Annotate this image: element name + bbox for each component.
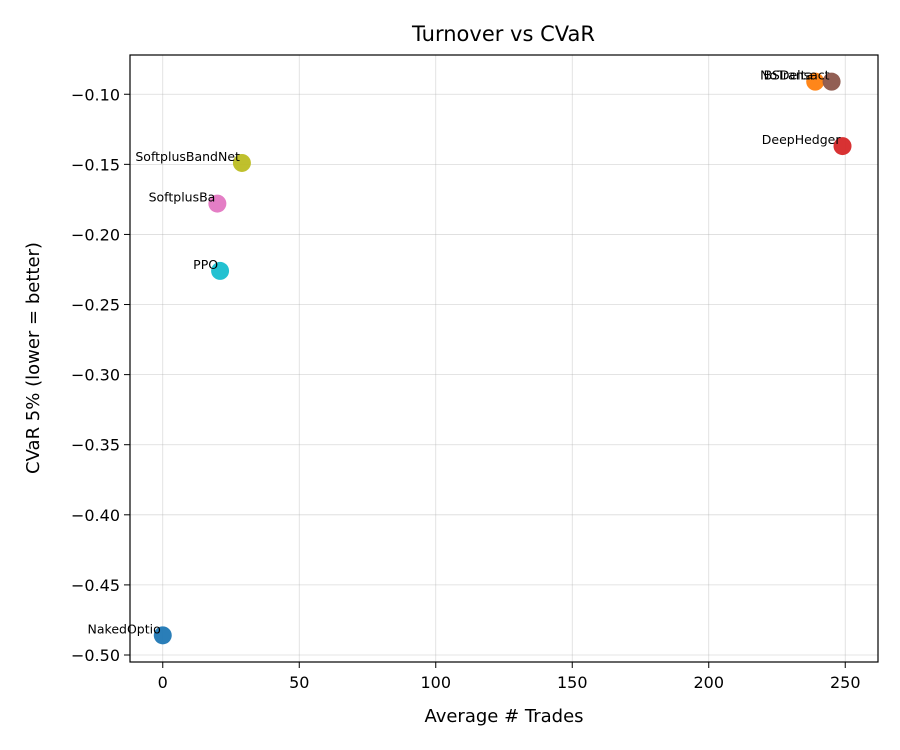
data-point: [208, 194, 227, 213]
x-tick-label: 100: [420, 673, 451, 692]
data-point: [806, 72, 825, 91]
point-label: BSDelta: [764, 68, 814, 83]
x-axis-label: Average # Trades: [424, 706, 583, 727]
data-point: [822, 72, 841, 91]
x-tick-label: 150: [557, 673, 588, 692]
point-label: SoftplusBandNet: [135, 149, 240, 164]
y-tick-label: −0.10: [71, 85, 120, 104]
x-tick-label: 0: [158, 673, 168, 692]
y-tick-label: −0.50: [71, 646, 120, 665]
data-point: [833, 137, 852, 156]
chart-title: Turnover vs CVaR: [411, 22, 595, 46]
point-label: NakedOptio: [88, 621, 161, 636]
plot-frame: [129, 54, 879, 663]
y-tick-label: −0.45: [71, 576, 120, 595]
x-tick-label: 200: [693, 673, 724, 692]
y-tick-label: −0.40: [71, 506, 120, 525]
y-tick-label: −0.15: [71, 155, 120, 174]
y-tick-label: −0.35: [71, 436, 120, 455]
x-tick-label: 250: [830, 673, 861, 692]
point-label: PPO: [193, 257, 218, 272]
y-axis-label: CVaR 5% (lower = better): [23, 242, 44, 474]
data-point: [153, 626, 172, 645]
data-point: [232, 153, 251, 172]
data-points: [153, 72, 852, 645]
x-tick-label: 50: [289, 673, 309, 692]
y-tick-label: −0.25: [71, 296, 120, 315]
y-tick-label: −0.30: [71, 366, 120, 385]
point-label: NoTransact: [760, 68, 830, 83]
y-tick-label: −0.20: [71, 225, 120, 244]
y-axis-ticks: −0.10 −0.15 −0.20 −0.25 −0.30 −0.35 −0.40 −0.45…: [71, 85, 130, 665]
grid-lines: [130, 55, 878, 662]
point-label: DeepHedger: [762, 132, 842, 147]
point-annotations: NakedOptio BSDelta DeepHedger NoTransact Sof…: [88, 68, 842, 637]
data-point: [211, 261, 230, 280]
point-label: SoftplusBa: [149, 190, 216, 205]
x-axis-ticks: 0 50 100 150 200 250: [158, 662, 861, 692]
